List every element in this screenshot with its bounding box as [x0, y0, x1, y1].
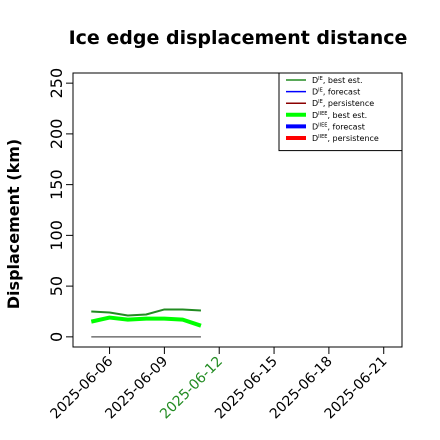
- legend-entry-label: DIE, forecast: [312, 88, 360, 97]
- y-tick-label: 250: [47, 68, 66, 99]
- y-tick-label: 50: [47, 276, 66, 296]
- legend-entry-label: DIIEE, forecast: [312, 122, 365, 131]
- legend: DIE, best est. DIE, forecast DIE, persiste…: [278, 72, 403, 152]
- y-tick-label: 100: [47, 220, 66, 251]
- legend-entry-label: DIIEE, best est.: [312, 111, 367, 120]
- chart-title: Ice edge displacement distance: [69, 27, 408, 49]
- y-tick-label: 0: [47, 332, 66, 342]
- legend-entry-label: DIE, persistence: [312, 99, 374, 108]
- y-tick-label: 200: [47, 119, 66, 150]
- legend-entry-label: DIIEE, persistence: [312, 134, 379, 143]
- series-line-0: [91, 308, 201, 317]
- series-layer: [90, 308, 202, 338]
- y-tick-label: 150: [47, 169, 66, 200]
- series-line-3: [90, 315, 202, 328]
- y-axis-label: Displacement (km): [4, 139, 23, 309]
- legend-entry-label: DIE, best est.: [312, 76, 363, 85]
